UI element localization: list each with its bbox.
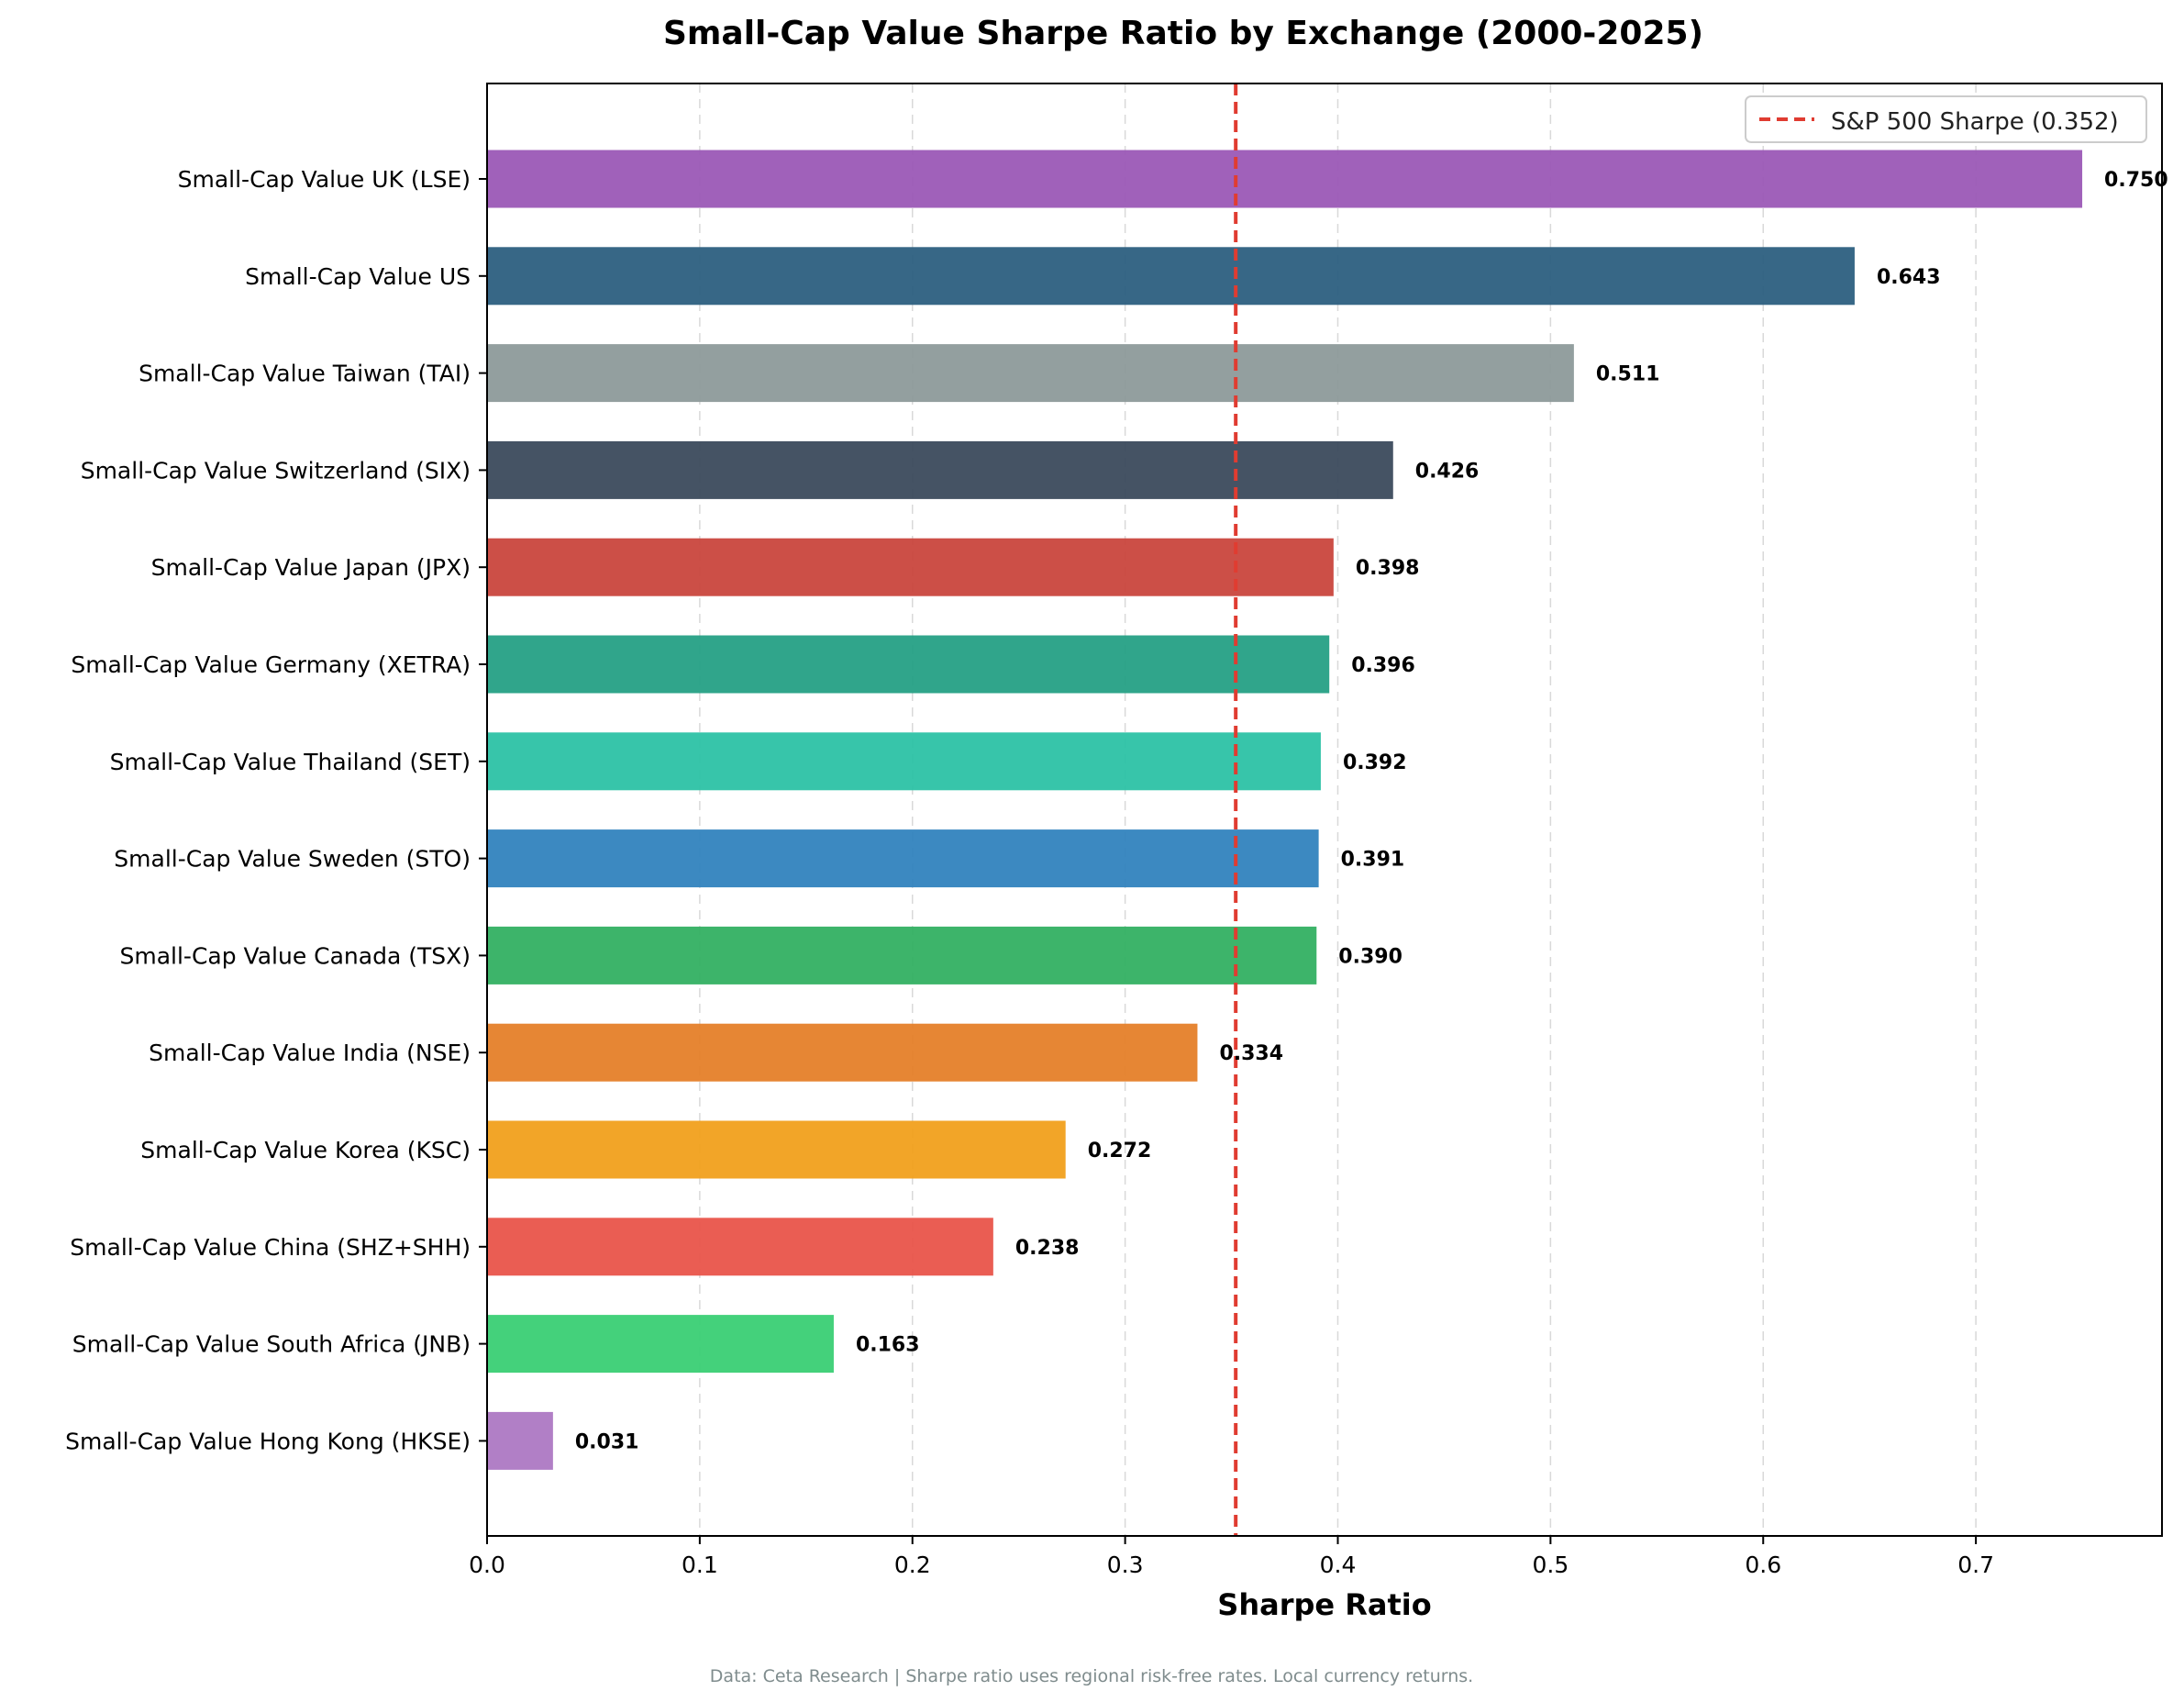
x-tick-label: 0.4 [1320,1552,1357,1578]
x-tick-label: 0.3 [1107,1552,1144,1578]
bar [487,635,1330,694]
bar-value-label: 0.272 [1088,1140,1152,1162]
x-tick-label: 0.2 [894,1552,931,1578]
bar-value-label: 0.426 [1415,460,1480,483]
bar [487,829,1319,888]
legend-box [1745,95,2147,143]
x-tick-label: 0.7 [1957,1552,1994,1578]
bar [487,1023,1198,1082]
value-labels: 0.750 0.643 0.511 0.426 0.398 0.396 0.392 0.391… [575,169,2168,1453]
bar [487,1411,553,1470]
legend-label: S&P 500 Sharpe (0.352) [1831,108,2119,136]
bar-value-label: 0.643 [1877,266,1941,289]
x-axis-label: Sharpe Ratio [1217,1587,1431,1622]
bar [487,150,2083,208]
y-tick-label: Small-Cap Value Switzerland (SIX) [81,457,471,484]
chart-title: Small-Cap Value Sharpe Ratio by Exchange… [663,15,1703,52]
bar-value-label: 0.396 [1351,654,1415,677]
bar [487,732,1321,791]
y-tick-label: Small-Cap Value Japan (JPX) [151,554,471,581]
y-tick-label: Small-Cap Value Korea (KSC) [140,1137,471,1163]
bar-value-label: 0.390 [1338,945,1402,968]
bar-value-label: 0.031 [575,1430,639,1453]
legend: S&P 500 Sharpe (0.352) [1745,95,2147,143]
bar-value-label: 0.398 [1356,557,1420,580]
bar-value-label: 0.334 [1219,1042,1283,1065]
bar-value-label: 0.238 [1015,1237,1080,1260]
y-tick-label: Small-Cap Value India (NSE) [149,1040,471,1066]
bar [487,247,1855,306]
bar [487,538,1334,596]
y-tick-label: Small-Cap Value Sweden (STO) [114,846,471,873]
bar-value-label: 0.163 [856,1334,920,1357]
bars [487,150,2083,1470]
bar-value-label: 0.391 [1341,849,1405,872]
plot-frame [486,83,2163,1537]
x-tick-label: 0.0 [469,1552,505,1578]
y-tick-label: Small-Cap Value US [245,263,471,290]
bar [487,1218,993,1276]
y-tick-label: Small-Cap Value Taiwan (TAI) [139,361,471,387]
y-tick-label: Small-Cap Value UK (LSE) [178,166,471,193]
bar [487,440,1393,499]
bar [487,344,1574,403]
y-tick-label: Small-Cap Value Germany (XETRA) [71,651,471,678]
y-tick-labels: Small-Cap Value UK (LSE) Small-Cap Value … [65,166,487,1454]
bar [487,1120,1066,1179]
bar [487,1315,834,1374]
y-tick-label: Small-Cap Value Thailand (SET) [110,749,471,775]
y-tick-label: Small-Cap Value Hong Kong (HKSE) [65,1428,471,1454]
x-tick-label: 0.5 [1532,1552,1569,1578]
y-tick-label: Small-Cap Value China (SHZ+SHH) [70,1234,471,1261]
bar [487,926,1317,984]
footnote: Data: Ceta Research | Sharpe ratio uses … [710,1666,1473,1686]
bar-value-label: 0.511 [1596,363,1660,386]
x-tick-label: 0.6 [1745,1552,1781,1578]
bar-value-label: 0.392 [1343,751,1407,774]
x-tick-label: 0.1 [682,1552,718,1578]
y-tick-label: Small-Cap Value Canada (TSX) [120,942,471,969]
x-ticks: 0.0 0.1 0.2 0.3 0.4 0.5 0.6 0.7 [469,1536,1994,1578]
bar-value-label: 0.750 [2104,169,2168,192]
y-tick-label: Small-Cap Value South Africa (JNB) [72,1331,471,1358]
